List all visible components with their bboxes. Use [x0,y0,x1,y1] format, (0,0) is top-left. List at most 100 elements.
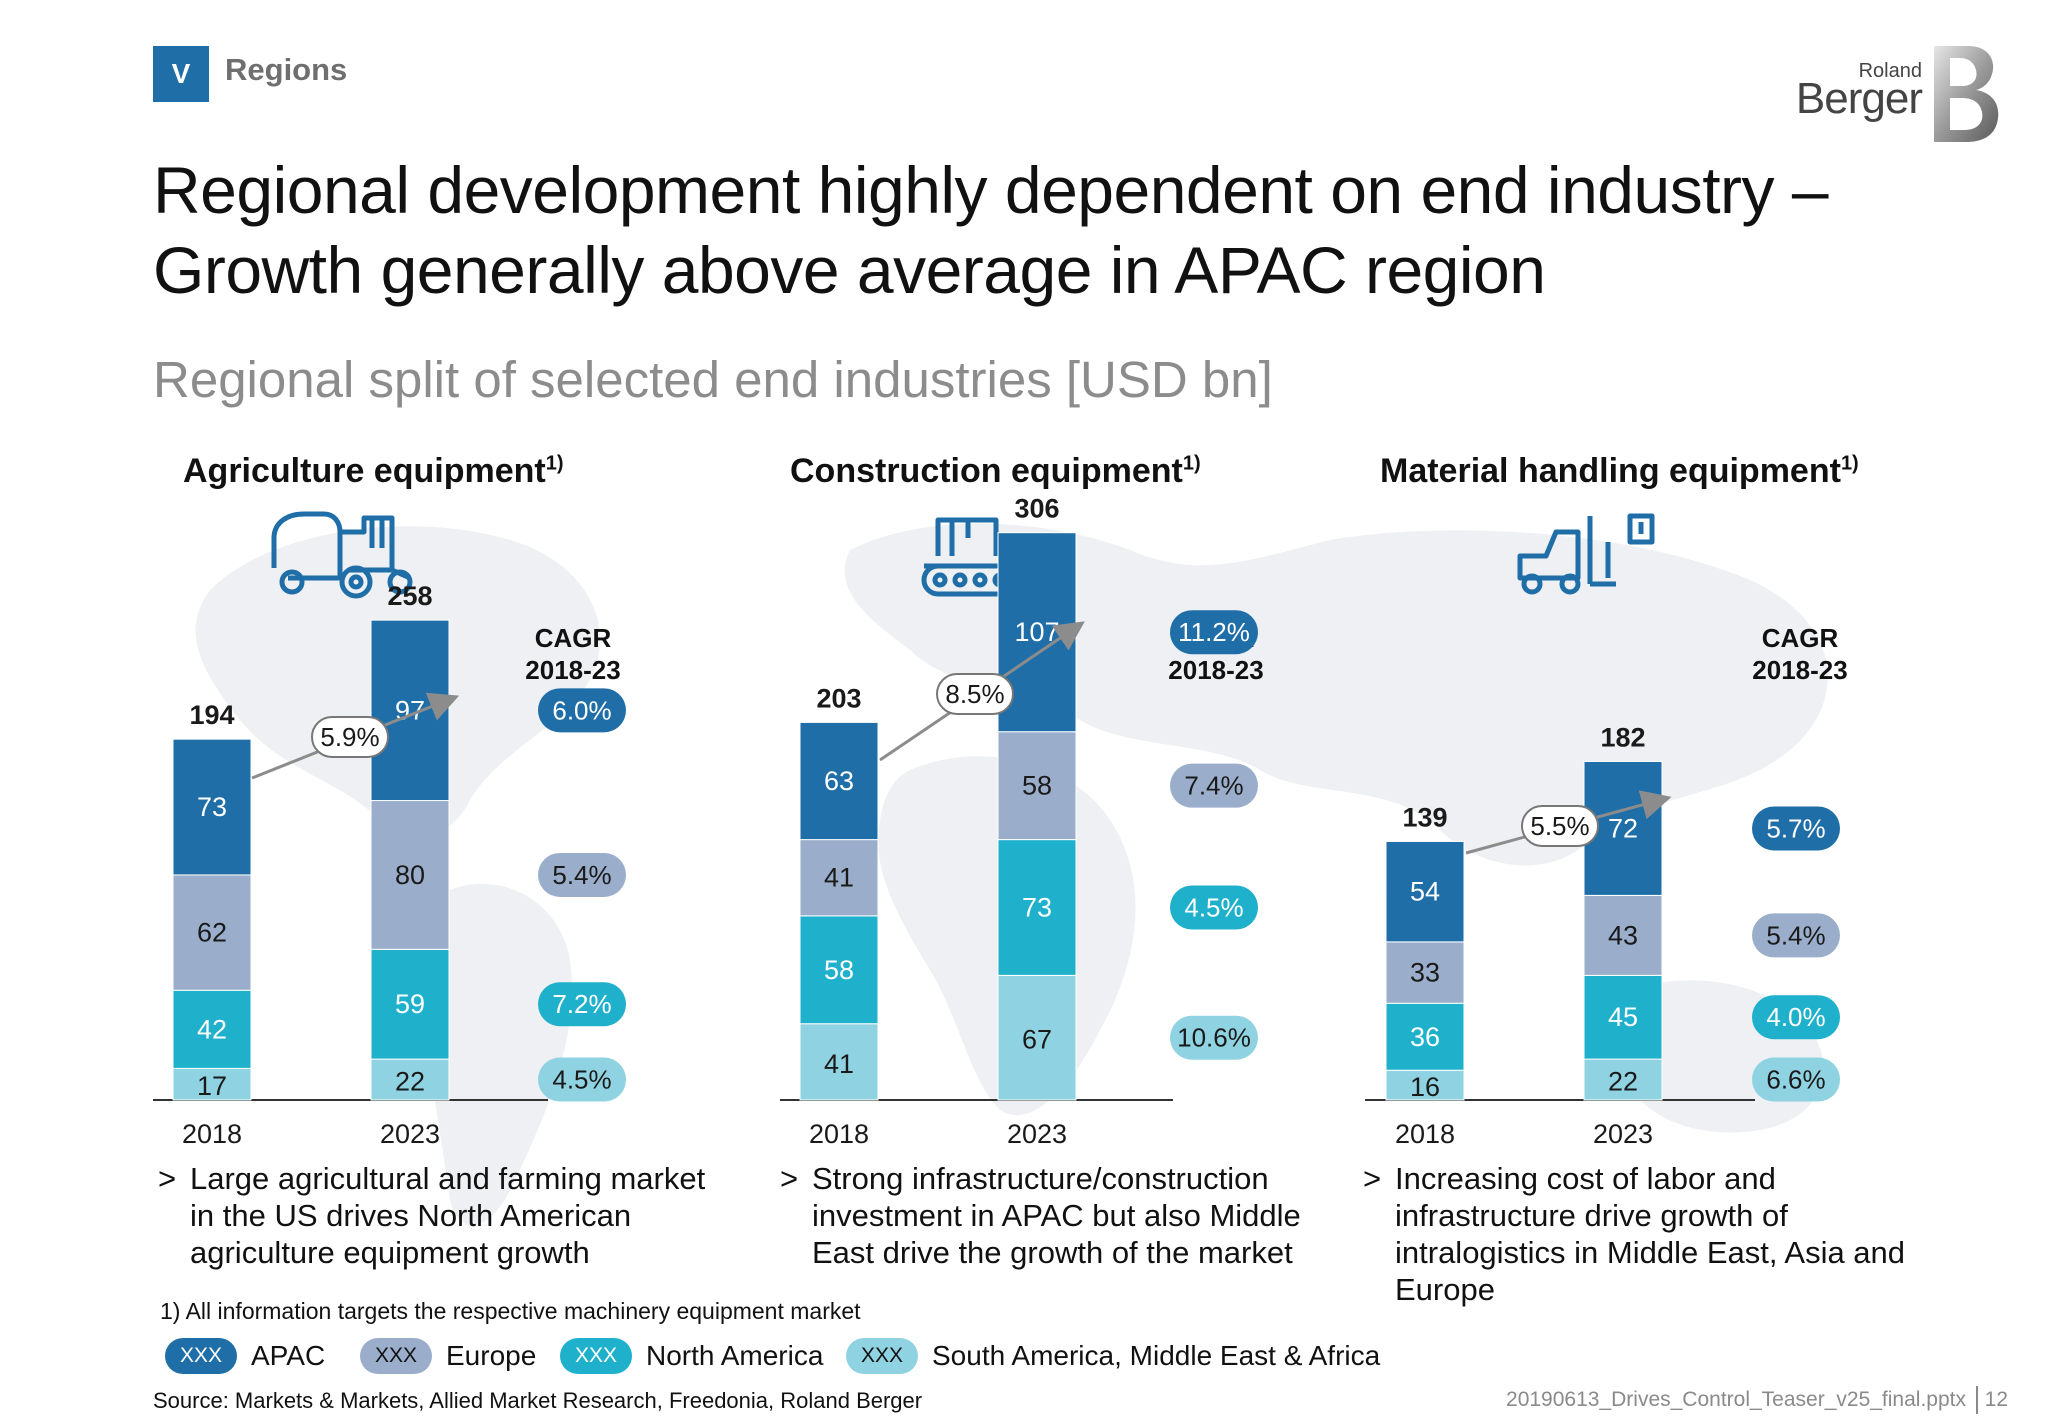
x-tick-label: 2023 [380,1119,440,1149]
page-subtitle: Regional split of selected end industrie… [153,351,1273,408]
page-title: Regional development highly dependent on… [153,153,1829,307]
bar-value-label: 63 [824,766,854,796]
bar-segment-construction-2018 [799,721,879,841]
bar-value-label: 36 [1410,1022,1440,1052]
bar-segment-material-handling-2018 [1385,941,1465,1004]
cagr-pill-label: 5.4% [1766,920,1825,950]
bar-total-label: 194 [189,700,234,730]
bar-value-label: 59 [395,989,425,1019]
bar-segment-construction-2023 [997,839,1077,976]
legend-item-apac: XXX APAC [165,1336,325,1376]
x-tick-label: 2023 [1593,1119,1653,1149]
bar-total-label: 258 [387,581,432,611]
bar-total-label: 306 [1014,494,1059,524]
total-cagr-label: 5.9% [320,722,379,752]
bar-total-label: 203 [816,683,861,713]
total-cagr-label: 8.5% [945,679,1004,709]
tractor-icon [271,511,413,599]
x-tick-label: 2018 [182,1119,242,1149]
bar-value-label: 16 [1410,1072,1440,1102]
bar-value-label: 58 [824,955,854,985]
cagr-pill-label: 10.6% [1177,1023,1251,1053]
total-cagr-badge [1521,805,1599,847]
cagr-pill [1752,995,1840,1040]
forklift-icon [1517,513,1655,595]
bar-segment-agriculture-2023 [370,948,450,1060]
bar-segment-material-handling-2018 [1385,1069,1465,1101]
footer-divider [1976,1386,1978,1414]
x-tick-label: 2018 [809,1119,869,1149]
bar-value-label: 62 [197,918,227,948]
panel-title-agriculture: Agriculture equipment1) [183,452,564,490]
bar-segment-agriculture-2023 [370,1058,450,1101]
bar-value-label: 33 [1410,958,1440,988]
panel-title-construction: Construction equipment1) [790,452,1201,490]
bar-segment-agriculture-2018 [172,989,252,1069]
cagr-pill-label: 7.2% [552,989,611,1019]
cagr-pill-label: 5.7% [1766,813,1825,843]
cagr-pill-label: 4.5% [552,1065,611,1095]
bar-segment-construction-2023 [997,731,1077,841]
bar-value-label: 41 [824,863,854,893]
bar-segment-construction-2018 [799,915,879,1025]
bar-value-label: 80 [395,860,425,890]
cagr-pill [538,852,626,897]
bar-value-label: 72 [1608,813,1638,843]
cagr-pill [1752,1057,1840,1102]
roland-berger-logo: Roland Berger [1796,44,2010,144]
cagr-pill-label: 11.2% [1178,617,1250,647]
bar-value-label: 22 [395,1067,425,1097]
section-name: Regions [225,52,348,87]
cagr-pill [1752,806,1840,851]
bar-segment-material-handling-2018 [1385,840,1465,943]
x-tick-label: 2023 [1007,1119,1067,1149]
page-number: 12 [1984,1388,2008,1411]
section-tag: V [153,46,209,102]
file-name: 20190613_Drives_Control_Teaser_v25_final… [1506,1388,1966,1411]
bar-value-label: 58 [1022,771,1052,801]
bar-value-label: 22 [1608,1067,1638,1097]
bar-value-label: 45 [1608,1002,1638,1032]
bar-value-label: 41 [824,1049,854,1079]
cagr-pill-label: 4.5% [1184,892,1243,922]
bar-segment-material-handling-2023 [1583,974,1663,1060]
bar-value-label: 73 [1022,892,1052,922]
bar-segment-agriculture-2018 [172,1067,252,1101]
cagr-pill [1752,913,1840,958]
source-note: Source: Markets & Markets, Allied Market… [153,1388,923,1413]
cagr-pill-label: 7.4% [1184,771,1243,801]
bar-value-label: 17 [197,1071,227,1101]
total-cagr-badge [311,716,389,758]
total-cagr-badge [936,673,1014,715]
cagr-pill [538,982,626,1027]
bar-segment-material-handling-2023 [1583,1058,1663,1101]
bar-segment-material-handling-2018 [1385,1002,1465,1071]
bar-value-label: 54 [1410,877,1440,907]
cagr-pill-label: 5.4% [552,860,611,890]
legend-item-samea: XXX South America, Middle East & Africa [846,1336,1380,1376]
footnote: 1) All information targets the respectiv… [160,1298,861,1324]
bar-segment-agriculture-2018 [172,738,252,876]
cagr-pill [538,688,626,733]
bar-segment-construction-2018 [799,1023,879,1101]
bar-total-label: 182 [1600,722,1645,752]
bar-value-label: 43 [1608,920,1638,950]
legend-item-europe: XXX Europe [360,1336,536,1376]
bar-segment-material-handling-2023 [1583,894,1663,976]
cagr-pill [538,1057,626,1102]
bar-value-label: 73 [197,792,227,822]
bar-segment-construction-2018 [799,839,879,917]
x-tick-label: 2018 [1395,1119,1455,1149]
cagr-pill-label: 4.0% [1766,1002,1825,1032]
berger-b-mark-icon [1934,46,1999,142]
bar-segment-agriculture-2023 [370,800,450,950]
bar-total-label: 139 [1402,802,1447,832]
bar-segment-agriculture-2018 [172,874,252,991]
bar-value-label: 42 [197,1014,227,1044]
cagr-header-material-handling: CAGR 2018-23 [1752,623,1848,685]
cagr-pill [1170,1015,1258,1060]
panel-title-material-handling: Material handling equipment1) [1380,452,1859,490]
cagr-pill [1170,885,1258,930]
cagr-header-agriculture: CAGR 2018-23 [525,623,621,685]
